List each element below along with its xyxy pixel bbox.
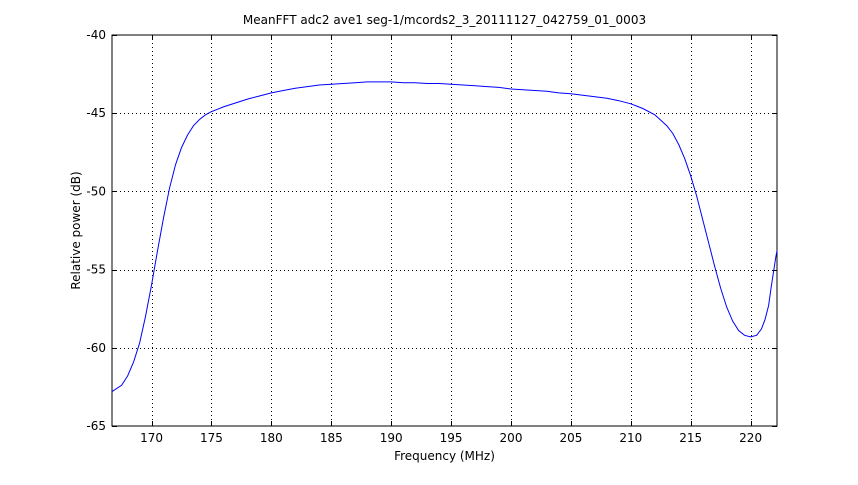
chart-title: MeanFFT adc2 ave1 seg-1/mcords2_3_201111…	[243, 13, 646, 27]
x-tick-label: 205	[559, 431, 582, 445]
x-tick-label: 200	[500, 431, 523, 445]
y-tick-label: -60	[86, 341, 106, 355]
grid	[112, 35, 777, 426]
x-tick-label: 190	[380, 431, 403, 445]
x-axis-label: Frequency (MHz)	[394, 449, 495, 463]
x-tick-label: 220	[739, 431, 762, 445]
x-tick-label: 185	[320, 431, 343, 445]
plot-area-frame	[111, 34, 778, 427]
series-line	[111, 81, 778, 393]
x-tick-label: 180	[260, 431, 283, 445]
y-tick-label: -55	[86, 263, 106, 277]
series-layer	[111, 81, 778, 393]
y-axis-label: Relative power (dB)	[69, 171, 83, 289]
axis-ticks: 170 175 180 185 190 195 200 205 210 215 220 -40 -45 -…	[86, 28, 777, 445]
y-tick-label: -45	[86, 106, 106, 120]
x-tick-label: 215	[679, 431, 702, 445]
x-tick-label: 175	[200, 431, 223, 445]
x-tick-label: 210	[619, 431, 642, 445]
x-tick-label: 170	[140, 431, 163, 445]
y-tick-label: -65	[86, 419, 106, 433]
x-tick-label: 195	[440, 431, 463, 445]
y-tick-label: -50	[86, 184, 106, 198]
y-tick-label: -40	[86, 28, 106, 42]
